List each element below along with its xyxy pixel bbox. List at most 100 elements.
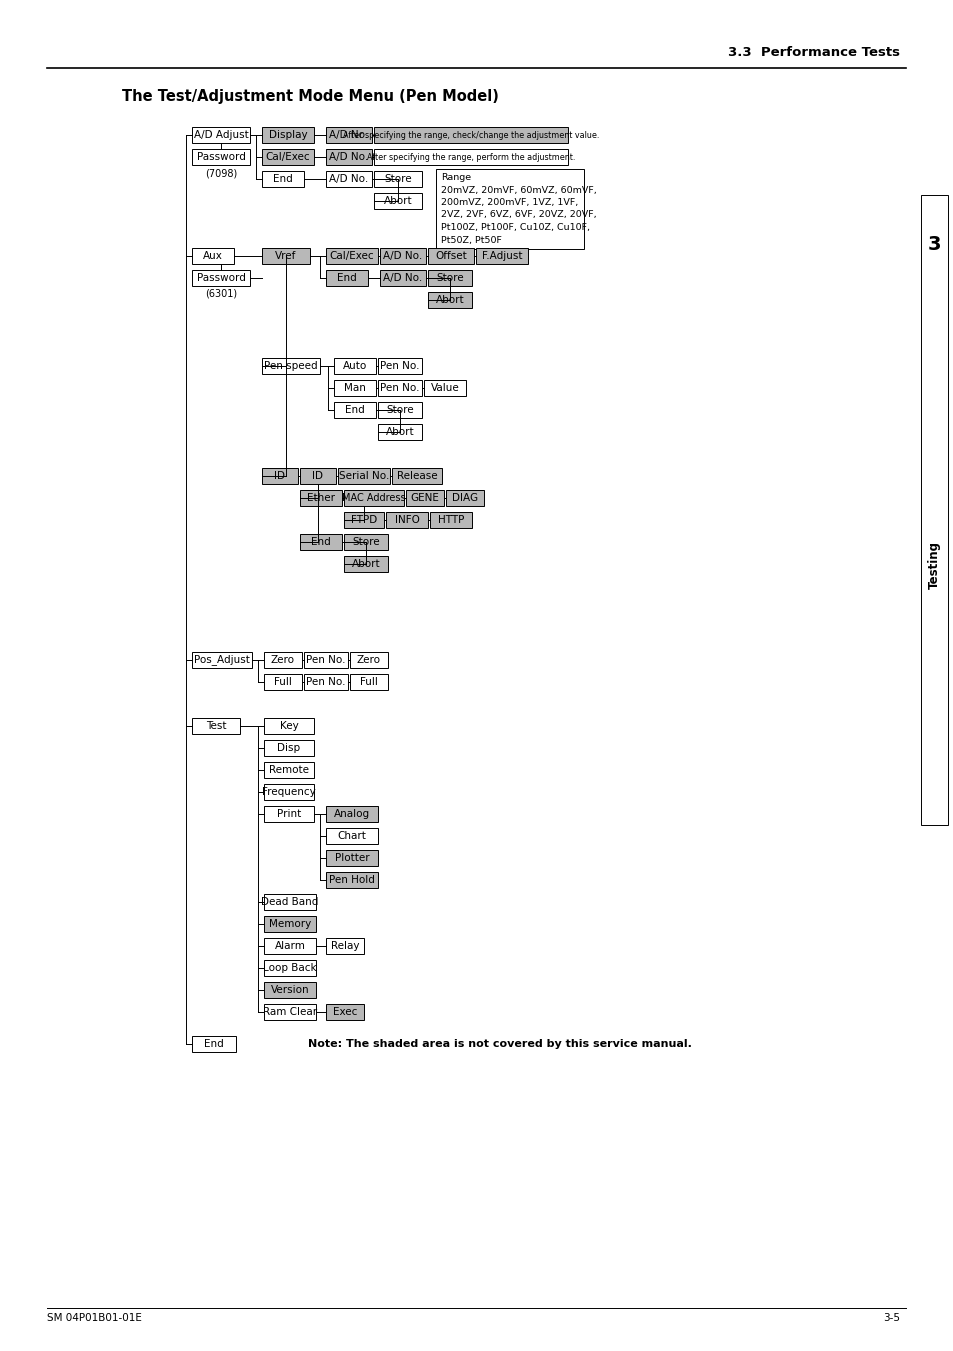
Text: Pen No.: Pen No. xyxy=(306,655,345,665)
FancyBboxPatch shape xyxy=(374,127,567,143)
FancyBboxPatch shape xyxy=(326,270,368,286)
FancyBboxPatch shape xyxy=(423,380,465,396)
Text: Display: Display xyxy=(269,130,307,141)
FancyBboxPatch shape xyxy=(350,653,388,667)
FancyBboxPatch shape xyxy=(192,270,250,286)
Text: FTPD: FTPD xyxy=(351,515,376,526)
FancyBboxPatch shape xyxy=(374,172,421,186)
Text: Disp: Disp xyxy=(277,743,300,753)
Text: Store: Store xyxy=(436,273,463,282)
FancyBboxPatch shape xyxy=(379,249,426,263)
Text: Ether: Ether xyxy=(307,493,335,503)
FancyBboxPatch shape xyxy=(299,534,341,550)
FancyBboxPatch shape xyxy=(299,490,341,507)
Text: A/D Adjust: A/D Adjust xyxy=(193,130,248,141)
Text: Pen speed: Pen speed xyxy=(264,361,317,372)
Text: GENE: GENE xyxy=(410,493,439,503)
FancyBboxPatch shape xyxy=(337,467,390,484)
Text: Plotter: Plotter xyxy=(335,852,369,863)
Text: Cal/Exec: Cal/Exec xyxy=(265,153,310,162)
Text: Pen No.: Pen No. xyxy=(306,677,345,688)
FancyBboxPatch shape xyxy=(428,292,472,308)
FancyBboxPatch shape xyxy=(192,149,250,165)
Text: SM 04P01B01-01E: SM 04P01B01-01E xyxy=(47,1313,142,1323)
FancyBboxPatch shape xyxy=(262,467,297,484)
FancyBboxPatch shape xyxy=(379,270,426,286)
Text: Ram Clear: Ram Clear xyxy=(263,1006,316,1017)
Text: Relay: Relay xyxy=(331,942,359,951)
FancyBboxPatch shape xyxy=(264,807,314,821)
FancyBboxPatch shape xyxy=(304,653,348,667)
Text: Alarm: Alarm xyxy=(274,942,305,951)
Text: After specifying the range, check/change the adjustment value.: After specifying the range, check/change… xyxy=(342,131,598,139)
Text: Offset: Offset xyxy=(435,251,466,261)
Text: Testing: Testing xyxy=(927,540,940,589)
FancyBboxPatch shape xyxy=(264,653,302,667)
FancyBboxPatch shape xyxy=(326,850,377,866)
FancyBboxPatch shape xyxy=(262,172,304,186)
Text: Abort: Abort xyxy=(383,196,412,205)
Text: Store: Store xyxy=(386,405,414,415)
FancyBboxPatch shape xyxy=(264,894,315,911)
FancyBboxPatch shape xyxy=(344,534,388,550)
FancyBboxPatch shape xyxy=(326,172,372,186)
Text: INFO: INFO xyxy=(395,515,419,526)
FancyBboxPatch shape xyxy=(377,424,421,440)
Text: A/D No.: A/D No. xyxy=(329,130,368,141)
FancyBboxPatch shape xyxy=(377,358,421,374)
Text: Key: Key xyxy=(279,721,298,731)
FancyBboxPatch shape xyxy=(326,127,372,143)
Text: End: End xyxy=(336,273,356,282)
FancyBboxPatch shape xyxy=(192,717,240,734)
Text: (7098): (7098) xyxy=(205,168,237,178)
Text: End: End xyxy=(204,1039,224,1048)
Text: Remote: Remote xyxy=(269,765,309,775)
FancyBboxPatch shape xyxy=(392,467,441,484)
FancyBboxPatch shape xyxy=(262,149,314,165)
FancyBboxPatch shape xyxy=(344,512,384,528)
Text: End: End xyxy=(345,405,364,415)
Text: Chart: Chart xyxy=(337,831,366,842)
Text: Password: Password xyxy=(196,273,245,282)
FancyBboxPatch shape xyxy=(264,1004,315,1020)
FancyBboxPatch shape xyxy=(374,149,567,165)
Text: Abort: Abort xyxy=(436,295,464,305)
Text: (6301): (6301) xyxy=(205,289,236,299)
Text: Value: Value xyxy=(430,382,459,393)
FancyBboxPatch shape xyxy=(406,490,443,507)
Text: Serial No.: Serial No. xyxy=(338,471,389,481)
FancyBboxPatch shape xyxy=(344,490,403,507)
Text: Pen Hold: Pen Hold xyxy=(329,875,375,885)
Text: Analog: Analog xyxy=(334,809,370,819)
FancyBboxPatch shape xyxy=(192,249,233,263)
Text: Range
20mVZ, 20mVF, 60mVZ, 60mVF,
200mVZ, 200mVF, 1VZ, 1VF,
2VZ, 2VF, 6VZ, 6VF, : Range 20mVZ, 20mVF, 60mVZ, 60mVF, 200mVZ… xyxy=(440,173,597,245)
FancyBboxPatch shape xyxy=(334,380,375,396)
FancyBboxPatch shape xyxy=(920,195,947,825)
Text: 3.3  Performance Tests: 3.3 Performance Tests xyxy=(727,46,899,58)
Text: HTTP: HTTP xyxy=(437,515,464,526)
Text: The Test/Adjustment Mode Menu (Pen Model): The Test/Adjustment Mode Menu (Pen Model… xyxy=(121,89,497,104)
Text: Abort: Abort xyxy=(385,427,414,436)
Text: Dead Band: Dead Band xyxy=(261,897,318,907)
FancyBboxPatch shape xyxy=(334,403,375,417)
FancyBboxPatch shape xyxy=(264,674,302,690)
FancyBboxPatch shape xyxy=(192,653,252,667)
FancyBboxPatch shape xyxy=(264,982,315,998)
Text: A/D No.: A/D No. xyxy=(329,174,368,184)
FancyBboxPatch shape xyxy=(430,512,472,528)
FancyBboxPatch shape xyxy=(326,828,377,844)
FancyBboxPatch shape xyxy=(326,938,364,954)
Text: 3-5: 3-5 xyxy=(882,1313,899,1323)
Text: Vref: Vref xyxy=(275,251,296,261)
FancyBboxPatch shape xyxy=(264,961,315,975)
Text: Zero: Zero xyxy=(271,655,294,665)
Text: Cal/Exec: Cal/Exec xyxy=(330,251,374,261)
Text: MAC Address: MAC Address xyxy=(342,493,405,503)
Text: Auto: Auto xyxy=(342,361,367,372)
FancyBboxPatch shape xyxy=(264,938,315,954)
FancyBboxPatch shape xyxy=(264,784,314,800)
Text: Pos_Adjust: Pos_Adjust xyxy=(193,654,250,666)
Text: ID: ID xyxy=(313,471,323,481)
Text: ID: ID xyxy=(274,471,285,481)
Text: Exec: Exec xyxy=(333,1006,356,1017)
